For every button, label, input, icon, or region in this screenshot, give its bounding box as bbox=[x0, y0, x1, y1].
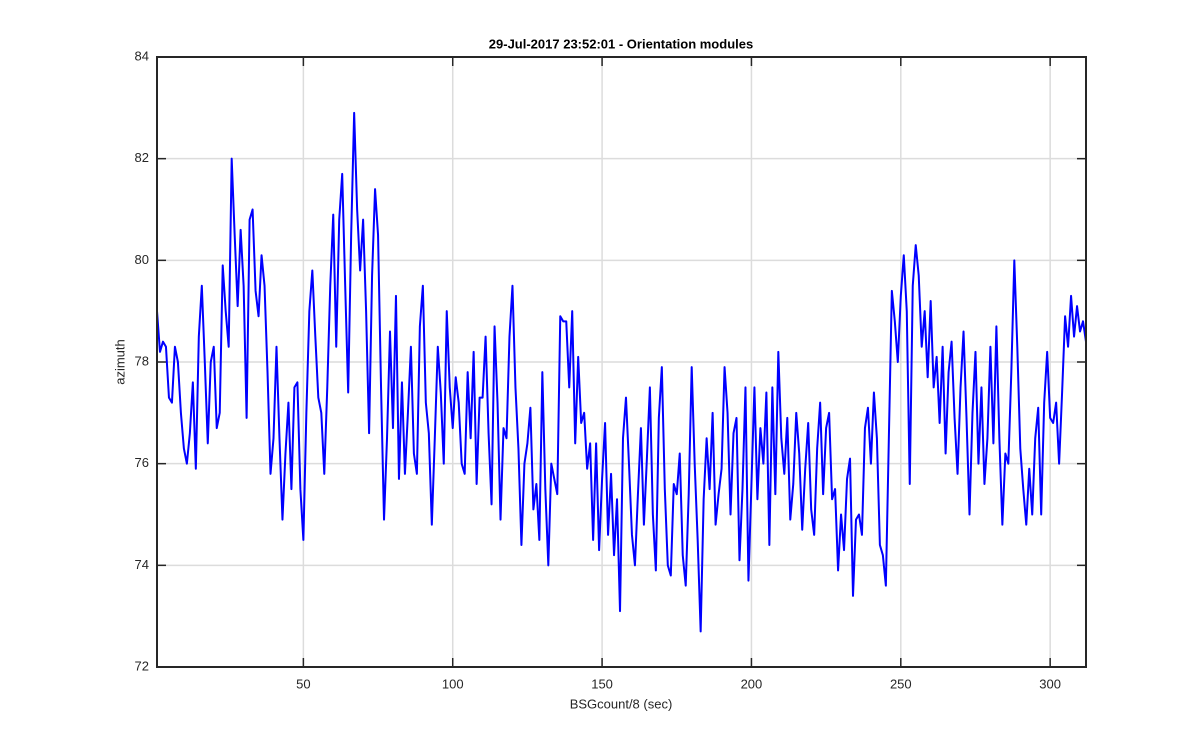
chart-title: 29-Jul-2017 23:52:01 - Orientation modul… bbox=[489, 36, 753, 51]
y-tick-label: 82 bbox=[135, 150, 149, 165]
y-tick-label: 72 bbox=[135, 658, 149, 673]
x-tick-label: 200 bbox=[741, 676, 763, 691]
data-line bbox=[156, 111, 1087, 633]
axes-box bbox=[156, 56, 1087, 668]
x-tick-label: 150 bbox=[591, 676, 613, 691]
y-tick-label: 78 bbox=[135, 353, 149, 368]
y-tick-label: 76 bbox=[135, 455, 149, 470]
x-tick-label: 50 bbox=[296, 676, 310, 691]
x-tick-label: 100 bbox=[442, 676, 464, 691]
y-tick-label: 84 bbox=[135, 48, 149, 63]
y-tick-label: 74 bbox=[135, 557, 149, 572]
x-tick-label: 250 bbox=[890, 676, 912, 691]
x-axis-label: BSGcount/8 (sec) bbox=[570, 696, 673, 711]
y-axis-label: azimuth bbox=[112, 339, 127, 385]
y-tick-label: 80 bbox=[135, 252, 149, 267]
x-tick-label: 300 bbox=[1039, 676, 1061, 691]
